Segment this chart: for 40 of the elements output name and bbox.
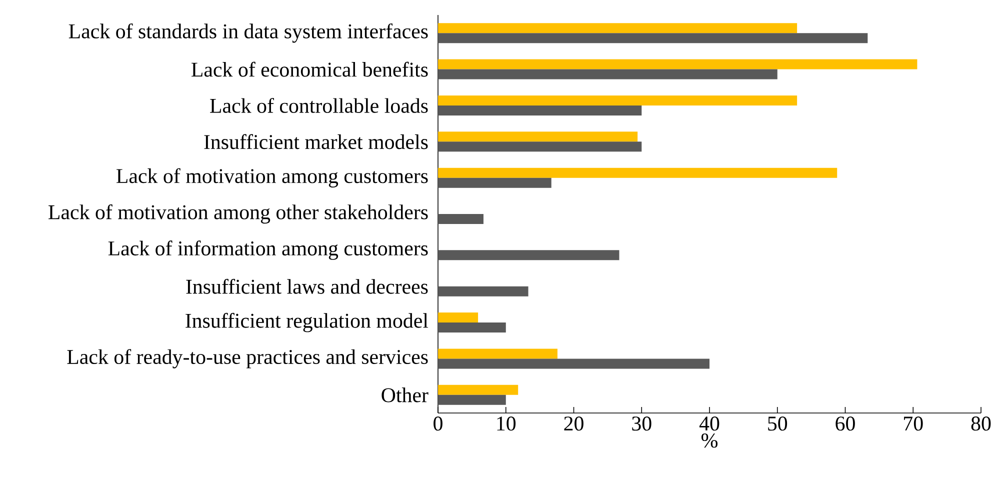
bar (438, 322, 506, 333)
bar (438, 168, 838, 178)
x-tick-label: 0 (434, 416, 442, 431)
bar (438, 394, 506, 405)
y-tick-label: Insufficient laws and decrees (186, 278, 428, 294)
x-axis-title: % (702, 433, 718, 448)
bar (438, 69, 778, 80)
bar (438, 214, 484, 224)
x-tick-label: 60 (836, 416, 855, 431)
y-tick-label: Lack of controllable loads (210, 98, 428, 113)
y-tick-label: Insufficient market models (204, 134, 428, 150)
x-tick-label: 80 (971, 416, 991, 431)
bar (438, 23, 798, 34)
x-tick-label: 40 (699, 416, 720, 431)
y-tick-label: Lack of ready-to-use practices and services (67, 349, 428, 368)
bar (438, 132, 638, 142)
x-tick-label: 70 (904, 416, 923, 431)
y-tick-label: Lack of motivation among customers (116, 168, 428, 188)
y-tick-label: Insufficient regulation model (186, 312, 428, 332)
bar (438, 358, 710, 369)
bar (438, 33, 868, 44)
bar (438, 105, 642, 116)
x-tick-label: 10 (497, 416, 516, 431)
y-tick-label: Lack of motivation among other stakeholders (48, 204, 428, 224)
bar (438, 312, 478, 323)
x-tick-label: 30 (632, 416, 652, 431)
bar (438, 178, 552, 188)
bar (438, 250, 620, 260)
x-tick-label: 20 (564, 416, 584, 431)
y-tick-label: Lack of information among customers (108, 240, 428, 260)
x-tick-label: 50 (768, 416, 788, 431)
y-tick-label: Other (382, 388, 428, 402)
bar (438, 384, 518, 395)
bar (438, 142, 642, 152)
y-tick-label: Lack of standards in data system interfaces (68, 23, 428, 43)
bar (438, 348, 558, 359)
bar (438, 286, 528, 296)
y-tick-label: Lack of economical benefits (192, 62, 428, 77)
bar (438, 59, 918, 70)
bar (438, 95, 798, 106)
